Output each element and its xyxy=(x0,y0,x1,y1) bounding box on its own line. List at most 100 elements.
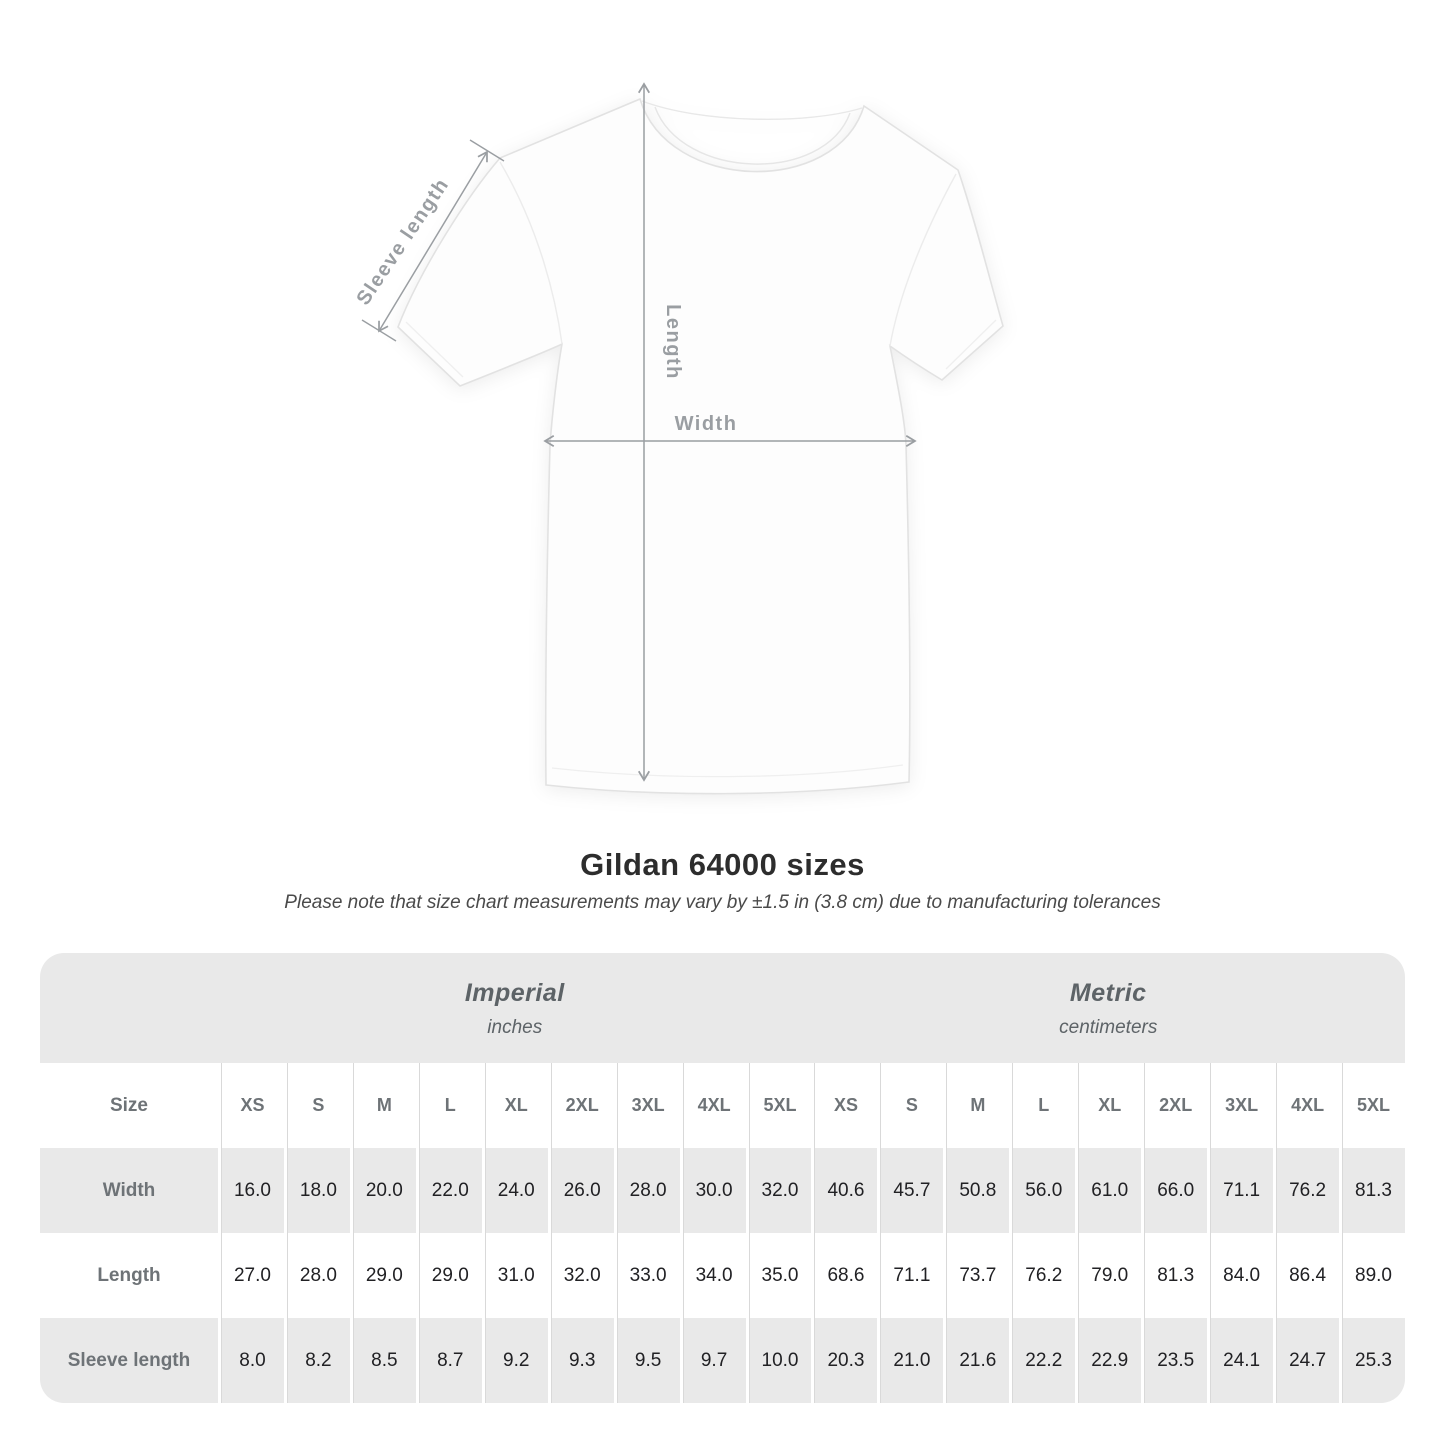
row-label-width: Width xyxy=(40,1148,218,1233)
size-header-metric-s: S xyxy=(877,1063,944,1148)
length-metric-4xl-value: 86.4 xyxy=(1273,1233,1340,1318)
imperial-section-header: Imperial inches xyxy=(218,953,812,1063)
length-metric-l-value: 76.2 xyxy=(1009,1233,1076,1318)
length-metric-m-value: 73.7 xyxy=(943,1233,1010,1318)
size-header-imperial-xl: XL xyxy=(481,1063,548,1148)
width-metric-l-value: 56.0 xyxy=(1009,1148,1076,1233)
dimension-tick xyxy=(469,139,505,162)
sleeve-length-imperial-xs-value: 8.0 xyxy=(218,1318,284,1403)
length-metric-xs-value: 68.6 xyxy=(811,1233,878,1318)
width-imperial-m-value: 20.0 xyxy=(349,1148,416,1233)
width-metric-s-value: 45.7 xyxy=(877,1148,944,1233)
size-header-metric-5xl: 5XL xyxy=(1339,1063,1405,1148)
tshirt-graphic xyxy=(397,97,1004,795)
sleeve-length-metric-xs-value: 20.3 xyxy=(811,1318,878,1403)
metric-section-header: Metric centimeters xyxy=(812,953,1406,1063)
sleeve-length-metric-2xl-value: 23.5 xyxy=(1141,1318,1208,1403)
size-header-imperial-5xl: 5XL xyxy=(745,1063,812,1148)
length-metric-2xl-value: 81.3 xyxy=(1141,1233,1208,1318)
size-header-imperial-3xl: 3XL xyxy=(613,1063,680,1148)
width-metric-xs-value: 40.6 xyxy=(811,1148,878,1233)
length-imperial-m-value: 29.0 xyxy=(349,1233,416,1318)
sleeve-length-metric-m-value: 21.6 xyxy=(943,1318,1010,1403)
length-row: Length 27.0 28.0 29.0 29.0 31.0 32.0 33.0 34.0 3… xyxy=(40,1233,1405,1318)
size-header-imperial-m: M xyxy=(349,1063,416,1148)
size-column-header: Size xyxy=(40,1063,218,1148)
metric-section-title: Metric xyxy=(1069,979,1147,1007)
length-imperial-5xl-value: 35.0 xyxy=(745,1233,812,1318)
sleeve-length-row: Sleeve length 8.0 8.2 8.5 8.7 9.2 9.3 9.5 9.7 10… xyxy=(40,1318,1405,1403)
width-label: Width xyxy=(675,413,738,435)
size-header-metric-4xl: 4XL xyxy=(1273,1063,1340,1148)
sleeve-length-metric-xl-value: 22.9 xyxy=(1075,1318,1142,1403)
length-imperial-4xl-value: 34.0 xyxy=(679,1233,746,1318)
row-label-sleeve-length: Sleeve length xyxy=(40,1318,218,1403)
sleeve-length-metric-3xl-value: 24.1 xyxy=(1207,1318,1274,1403)
length-imperial-2xl-value: 32.0 xyxy=(547,1233,614,1318)
sleeve-length-metric-s-value: 21.0 xyxy=(877,1318,944,1403)
width-imperial-3xl-value: 28.0 xyxy=(613,1148,680,1233)
width-metric-5xl-value: 81.3 xyxy=(1339,1148,1405,1233)
page-title: Gildan 64000 sizes xyxy=(580,847,865,882)
width-metric-2xl-value: 66.0 xyxy=(1141,1148,1208,1233)
width-imperial-2xl-value: 26.0 xyxy=(547,1148,614,1233)
sleeve-length-imperial-l-value: 8.7 xyxy=(415,1318,482,1403)
sleeve-length-imperial-4xl-value: 9.7 xyxy=(679,1318,746,1403)
length-metric-xl-value: 79.0 xyxy=(1075,1233,1142,1318)
size-header-metric-3xl: 3XL xyxy=(1207,1063,1274,1148)
sleeve-length-metric-4xl-value: 24.7 xyxy=(1273,1318,1340,1403)
width-metric-m-value: 50.8 xyxy=(943,1148,1010,1233)
dimension-tick xyxy=(361,319,397,342)
size-header-row: Size XS S M L XL 2XL 3XL 4XL 5XL XS S M L XL 2XL 3XL 4XL… xyxy=(40,1063,1405,1148)
width-imperial-5xl-value: 32.0 xyxy=(745,1148,812,1233)
sleeve-length-metric-5xl-value: 25.3 xyxy=(1339,1318,1405,1403)
section-header-spacer xyxy=(40,953,218,1063)
sleeve-length-imperial-s-value: 8.2 xyxy=(283,1318,350,1403)
size-header-metric-xs: XS xyxy=(811,1063,878,1148)
sleeve-length-imperial-3xl-value: 9.5 xyxy=(613,1318,680,1403)
sleeve-length-imperial-xl-value: 9.2 xyxy=(481,1318,548,1403)
size-header-imperial-xs: XS xyxy=(218,1063,284,1148)
sleeve-length-imperial-m-value: 8.5 xyxy=(349,1318,416,1403)
length-metric-5xl-value: 89.0 xyxy=(1339,1233,1405,1318)
length-imperial-3xl-value: 33.0 xyxy=(613,1233,680,1318)
length-label: Length xyxy=(662,304,684,380)
size-header-metric-m: M xyxy=(943,1063,1010,1148)
imperial-section-title: Imperial xyxy=(464,979,565,1007)
metric-section-unit: centimeters xyxy=(1059,1017,1158,1038)
tolerance-note: Please note that size chart measurements… xyxy=(284,892,1161,913)
width-metric-4xl-value: 76.2 xyxy=(1273,1148,1340,1233)
sleeve-length-arrow xyxy=(361,139,505,342)
width-imperial-xl-value: 24.0 xyxy=(481,1148,548,1233)
section-header-band: Imperial inches Metric centimeters xyxy=(40,953,1405,1063)
sleeve-length-metric-l-value: 22.2 xyxy=(1009,1318,1076,1403)
length-imperial-xl-value: 31.0 xyxy=(481,1233,548,1318)
size-header-imperial-4xl: 4XL xyxy=(679,1063,746,1148)
imperial-section-unit: inches xyxy=(487,1017,543,1038)
width-imperial-4xl-value: 30.0 xyxy=(679,1148,746,1233)
length-metric-3xl-value: 84.0 xyxy=(1207,1233,1274,1318)
size-header-imperial-s: S xyxy=(283,1063,350,1148)
length-imperial-xs-value: 27.0 xyxy=(218,1233,284,1318)
width-row: Width 16.0 18.0 20.0 22.0 24.0 26.0 28.0 30.0 32… xyxy=(40,1148,1405,1233)
size-header-metric-2xl: 2XL xyxy=(1141,1063,1208,1148)
size-header-imperial-l: L xyxy=(415,1063,482,1148)
length-imperial-l-value: 29.0 xyxy=(415,1233,482,1318)
width-imperial-s-value: 18.0 xyxy=(283,1148,350,1233)
size-header-imperial-2xl: 2XL xyxy=(547,1063,614,1148)
length-metric-s-value: 71.1 xyxy=(877,1233,944,1318)
width-imperial-l-value: 22.0 xyxy=(415,1148,482,1233)
length-imperial-s-value: 28.0 xyxy=(283,1233,350,1318)
width-imperial-xs-value: 16.0 xyxy=(218,1148,284,1233)
size-chart-table: Imperial inches Metric centimeters Size … xyxy=(40,953,1405,1403)
heading-block: Gildan 64000 sizes Please note that size… xyxy=(0,846,1445,914)
size-header-metric-xl: XL xyxy=(1075,1063,1142,1148)
row-label-length: Length xyxy=(40,1233,218,1318)
sleeve-length-imperial-5xl-value: 10.0 xyxy=(745,1318,812,1403)
width-metric-xl-value: 61.0 xyxy=(1075,1148,1142,1233)
width-metric-3xl-value: 71.1 xyxy=(1207,1148,1274,1233)
sleeve-length-imperial-2xl-value: 9.3 xyxy=(547,1318,614,1403)
size-header-metric-l: L xyxy=(1009,1063,1076,1148)
tshirt-measurement-diagram: Length Width Sleeve length xyxy=(352,82,1004,795)
